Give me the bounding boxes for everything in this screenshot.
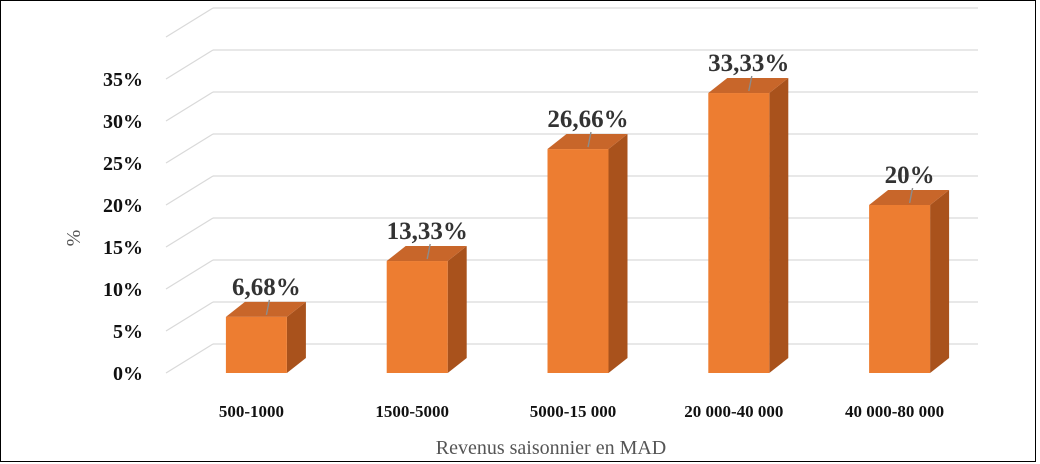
grid-depth-line-3 (165, 217, 214, 248)
bar-side-face (286, 301, 306, 373)
x-axis-ticks: 500-1000 1500-5000 5000-15 000 20 000-40 00… (219, 402, 944, 421)
bar-2 (547, 134, 628, 373)
data-label-leader (908, 187, 914, 204)
data-labels: 6,68% 13,33% 26,66% 33,33% 20% (232, 50, 935, 316)
x-tick-label: 500-1000 (219, 402, 284, 421)
y-axis-label: % (63, 230, 85, 247)
grid-depth-line-2 (165, 259, 214, 290)
y-tick-label: 25% (103, 153, 143, 175)
bar-3 (708, 78, 789, 373)
y-tick-label: 5% (113, 321, 143, 343)
grid-depth-line-0 (165, 343, 214, 374)
x-tick-label: 5000-15 000 (530, 402, 616, 421)
data-label-leader (265, 299, 271, 316)
bar-side-face (447, 246, 467, 373)
data-label: 20% (885, 162, 935, 189)
y-tick-label: 35% (103, 69, 143, 91)
x-axis-label: Revenus saisonnier en MAD (436, 437, 667, 459)
y-tick-label: 15% (103, 237, 143, 259)
bar-top-face (869, 190, 950, 205)
bar-top-face (547, 134, 628, 150)
data-label: 26,66% (547, 106, 628, 133)
bars (225, 78, 950, 373)
data-label-leader (587, 131, 592, 148)
y-tick-label: 20% (103, 195, 143, 217)
bar-0 (225, 301, 306, 373)
bar-side-face (608, 134, 628, 373)
bar-4 (869, 190, 950, 373)
bar-front-face (869, 205, 931, 373)
grid-depth-line-4 (165, 175, 214, 206)
y-tick-label: 0% (113, 363, 143, 385)
grid-depth-line-5 (165, 133, 214, 164)
data-label-leader (748, 75, 753, 92)
x-tick-label: 1500-5000 (375, 402, 449, 421)
y-axis-ticks: 0% 5% 10% 15% 20% 25% 30% 35% (103, 69, 143, 385)
bar-front-face (225, 316, 287, 373)
x-tick-label: 40 000-80 000 (845, 402, 944, 421)
bar-top-face (386, 246, 467, 262)
bar-top-face (225, 301, 306, 317)
x-tick-label: 20 000-40 000 (684, 402, 783, 421)
bar-front-face (547, 149, 609, 373)
bar-top-face (708, 78, 789, 94)
grid-depth-line-1 (165, 301, 214, 332)
bar-front-face (708, 93, 770, 373)
bar-1 (386, 246, 467, 373)
data-label-leader (426, 243, 431, 260)
y-tick-label: 30% (103, 111, 143, 133)
grid-depth-line-6 (165, 91, 214, 122)
grid-depth-line-7 (165, 49, 214, 80)
bar-front-face (386, 261, 448, 373)
y-tick-label: 10% (103, 279, 143, 301)
bar-side-face (769, 78, 789, 373)
grid-depth-line-8 (165, 7, 214, 38)
data-label: 33,33% (708, 50, 789, 77)
data-label: 13,33% (387, 218, 468, 245)
data-label: 6,68% (232, 274, 301, 301)
bar-side-face (930, 190, 950, 373)
